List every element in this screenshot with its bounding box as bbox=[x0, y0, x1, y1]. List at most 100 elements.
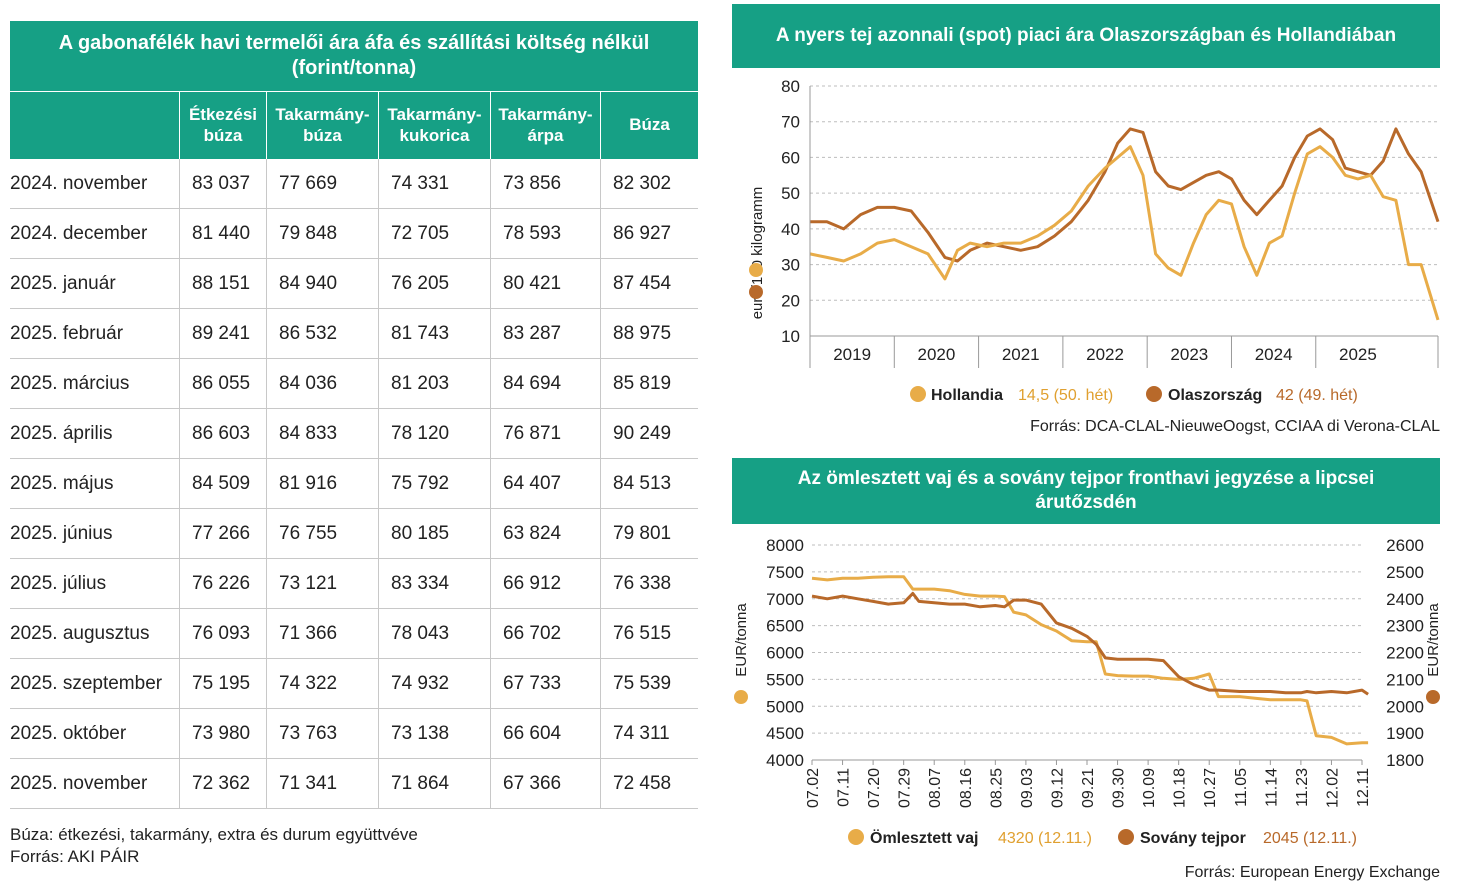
chart1-xtick-label: 2025 bbox=[1339, 345, 1377, 364]
table-cell: 76 093 bbox=[179, 609, 266, 659]
chart2-legend-swatch-tejpor bbox=[1118, 829, 1134, 845]
chart1-ylabel: euró/100 kilogramm bbox=[749, 187, 766, 320]
table-cell: 78 120 bbox=[378, 409, 490, 459]
table-cell: 77 266 bbox=[179, 509, 266, 559]
chart2-ytick-right-label: 1900 bbox=[1386, 724, 1424, 743]
chart1-xtick-label: 2023 bbox=[1170, 345, 1208, 364]
table-row: 2025. február 89 241 86 532 81 743 83 287 88 … bbox=[10, 309, 698, 359]
table-cell: 84 036 bbox=[266, 359, 378, 409]
chart2-series-line-vaj bbox=[811, 575, 1369, 746]
table-row-label: 2024. november bbox=[10, 173, 148, 194]
table-row-label: 2025. február bbox=[10, 323, 124, 344]
chart2-ytick-left-label: 7500 bbox=[766, 563, 804, 582]
chart2-xtick-label: 07.11 bbox=[836, 768, 853, 807]
table-cell: 82 302 bbox=[600, 159, 698, 209]
chart1-xtick-label: 2019 bbox=[833, 345, 871, 364]
table-cell: 88 151 bbox=[179, 259, 266, 309]
table-row: 2025. szeptember 75 195 74 322 74 932 67 733… bbox=[10, 659, 698, 709]
chart1-legend-value-olaszorszag: 42 (49. hét) bbox=[1276, 387, 1358, 404]
table-cell: 75 792 bbox=[378, 459, 490, 509]
chart2-legend-value-tejpor: 2045 (12.11.) bbox=[1263, 830, 1357, 847]
table-cell: 80 421 bbox=[490, 259, 600, 309]
chart2-ytick-left-label: 8000 bbox=[766, 536, 804, 555]
table-cell: 81 203 bbox=[378, 359, 490, 409]
table-cell: 71 341 bbox=[266, 759, 378, 809]
chart2-ytick-right-label: 1800 bbox=[1386, 751, 1424, 770]
chart2-legend-value-vaj: 4320 (12.11.) bbox=[998, 830, 1092, 847]
table-cell: 72 458 bbox=[600, 759, 698, 809]
table-cell: 76 515 bbox=[600, 609, 698, 659]
table-row: 2025. április 86 603 84 833 78 120 76 871 90 … bbox=[10, 409, 698, 459]
chart2-ytick-right-label: 2100 bbox=[1386, 670, 1424, 689]
chart2-ytick-right-label: 2200 bbox=[1386, 644, 1424, 663]
table-cell: 78 593 bbox=[490, 209, 600, 259]
table-cell: 79 801 bbox=[600, 509, 698, 559]
table-row: 2025. november 72 362 71 341 71 864 67 366 72… bbox=[10, 759, 698, 809]
table-source: Forrás: AKI PÁIR bbox=[10, 847, 140, 866]
table-cell: 84 509 bbox=[179, 459, 266, 509]
table-cell: 81 743 bbox=[378, 309, 490, 359]
table-cell: 64 407 bbox=[490, 459, 600, 509]
chart1-ytick-label: 10 bbox=[781, 327, 800, 346]
table-cell: 89 241 bbox=[179, 309, 266, 359]
chart2-ylabel-left: EUR/tonna bbox=[733, 603, 750, 677]
chart2-series-line-tejpor bbox=[811, 591, 1369, 696]
chart2-butter-smp-price: EUR/tonna EUR/tonna 8000 2600 7500 2500 7000… bbox=[733, 536, 1442, 847]
chart1-legend-swatch-olaszorszag bbox=[1146, 386, 1162, 402]
chart1-ytick-label: 20 bbox=[781, 291, 800, 310]
chart1-legend-name-hollandia: Hollandia bbox=[931, 387, 1003, 404]
table-cell: 83 287 bbox=[490, 309, 600, 359]
table-cell: 86 603 bbox=[179, 409, 266, 459]
chart2-legend-name-vaj: Ömlesztett vaj bbox=[870, 828, 978, 847]
chart1-source: Forrás: DCA-CLAL-NieuweOogst, CCIAA di V… bbox=[1030, 418, 1440, 435]
chart2-xtick-label: 11.14 bbox=[1263, 768, 1280, 807]
table-cell: 77 669 bbox=[266, 159, 378, 209]
chart2-ytick-right-label: 2600 bbox=[1386, 536, 1424, 555]
chart2-legend-name-tejpor: Sovány tejpor bbox=[1140, 830, 1246, 847]
table-cell: 66 604 bbox=[490, 709, 600, 759]
table-cell: 78 043 bbox=[378, 609, 490, 659]
table-cell: 73 856 bbox=[490, 159, 600, 209]
chart2-ytick-left-label: 7000 bbox=[766, 590, 804, 609]
chart2-ylabel-right-dot bbox=[1426, 690, 1440, 704]
chart2-xtick-label: 09.12 bbox=[1049, 768, 1066, 808]
table-row-label: 2025. április bbox=[10, 423, 113, 444]
chart2-title: Az ömlesztett vaj és a sovány tejpor fro… bbox=[732, 458, 1440, 524]
table-cell: 67 366 bbox=[490, 759, 600, 809]
table-cell: 83 334 bbox=[378, 559, 490, 609]
table-row-label: 2025. január bbox=[10, 273, 116, 294]
table-cell: 71 864 bbox=[378, 759, 490, 809]
table-cell: 74 331 bbox=[378, 159, 490, 209]
chart2-source: Forrás: European Energy Exchange bbox=[1184, 864, 1440, 881]
table-row: 2025. május 84 509 81 916 75 792 64 407 84 51… bbox=[10, 459, 698, 509]
table-header-col: Takarmány-búza bbox=[266, 92, 378, 159]
chart2-ytick-right-label: 2500 bbox=[1386, 563, 1424, 582]
table-cell: 88 975 bbox=[600, 309, 698, 359]
table-row-label: 2025. november bbox=[10, 773, 148, 794]
table-cell: 73 980 bbox=[179, 709, 266, 759]
table-row-label: 2025. június bbox=[10, 523, 113, 544]
chart1-legend-name-olaszorszag: Olaszország bbox=[1168, 387, 1262, 404]
table-row-label: 2025. október bbox=[10, 723, 127, 744]
chart2-xtick-label: 10.18 bbox=[1172, 768, 1189, 808]
table-cell: 73 138 bbox=[378, 709, 490, 759]
chart2-ylabel-right: EUR/tonna bbox=[1425, 603, 1442, 677]
table-cell: 86 055 bbox=[179, 359, 266, 409]
table-header-row: Étkezési búza Takarmány-búza Takarmány-k… bbox=[10, 92, 698, 159]
chart2-ytick-left-label: 5000 bbox=[766, 697, 804, 716]
chart2-xtick-label: 07.02 bbox=[805, 768, 822, 808]
chart1-ytick-label: 30 bbox=[781, 256, 800, 275]
chart2-ytick-right-label: 2400 bbox=[1386, 590, 1424, 609]
chart1-xtick-label: 2021 bbox=[1002, 345, 1040, 364]
chart1-ytick-label: 70 bbox=[781, 113, 800, 132]
chart2-xtick-label: 12.11 bbox=[1355, 768, 1372, 807]
chart1-ytick-label: 60 bbox=[781, 148, 800, 167]
table-row-label: 2025. május bbox=[10, 473, 114, 494]
table-header-col: Takarmány-kukorica bbox=[378, 92, 490, 159]
table-cell: 75 195 bbox=[179, 659, 266, 709]
table-cell: 72 362 bbox=[179, 759, 266, 809]
chart2-ytick-left-label: 4000 bbox=[766, 751, 804, 770]
chart1-ylabel-dot-light bbox=[749, 263, 763, 277]
chart2-ytick-left-label: 6500 bbox=[766, 617, 804, 636]
table-cell: 76 338 bbox=[600, 559, 698, 609]
